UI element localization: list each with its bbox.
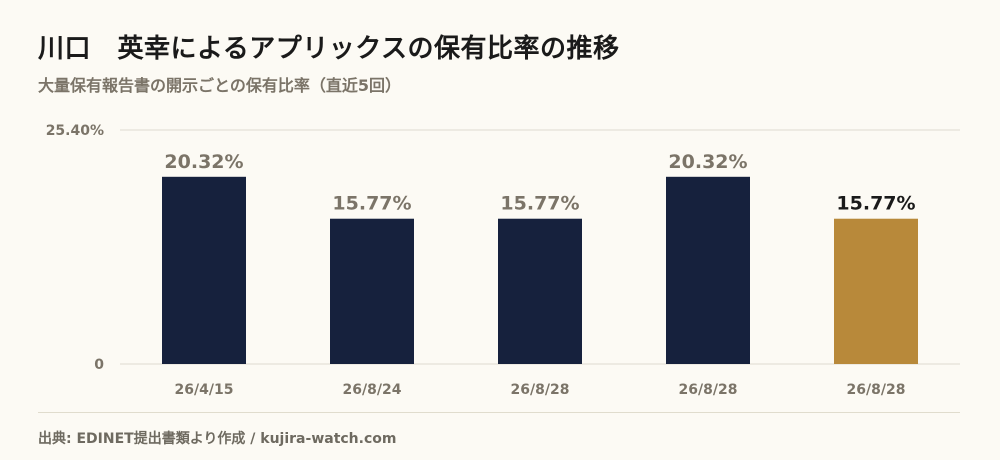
- bar: [330, 218, 414, 364]
- source-note: 出典: EDINET提出書類より作成 / kujira-watch.com: [38, 431, 397, 447]
- x-tick-label: 26/8/28: [511, 382, 570, 398]
- y-tick-label: 25.40%: [46, 123, 104, 139]
- data-label: 15.77%: [500, 193, 579, 215]
- bar: [162, 176, 246, 364]
- y-tick-label: 0: [94, 357, 104, 373]
- footer-divider: [38, 412, 960, 413]
- data-label: 20.32%: [668, 151, 747, 173]
- chart-subtitle: 大量保有報告書の開示ごとの保有比率（直近5回）: [38, 76, 401, 95]
- data-label: 15.77%: [332, 193, 411, 215]
- x-tick-label: 26/4/15: [175, 382, 234, 398]
- x-tick-label: 26/8/28: [847, 382, 906, 398]
- chart-title: 川口 英幸によるアプリックスの保有比率の推移: [38, 34, 620, 64]
- bar-highlight: [834, 218, 918, 364]
- bar: [666, 176, 750, 364]
- x-tick-label: 26/8/28: [679, 382, 738, 398]
- data-label: 15.77%: [836, 193, 915, 215]
- x-tick-label: 26/8/24: [343, 382, 402, 398]
- bar: [498, 218, 582, 364]
- data-label: 20.32%: [164, 151, 243, 173]
